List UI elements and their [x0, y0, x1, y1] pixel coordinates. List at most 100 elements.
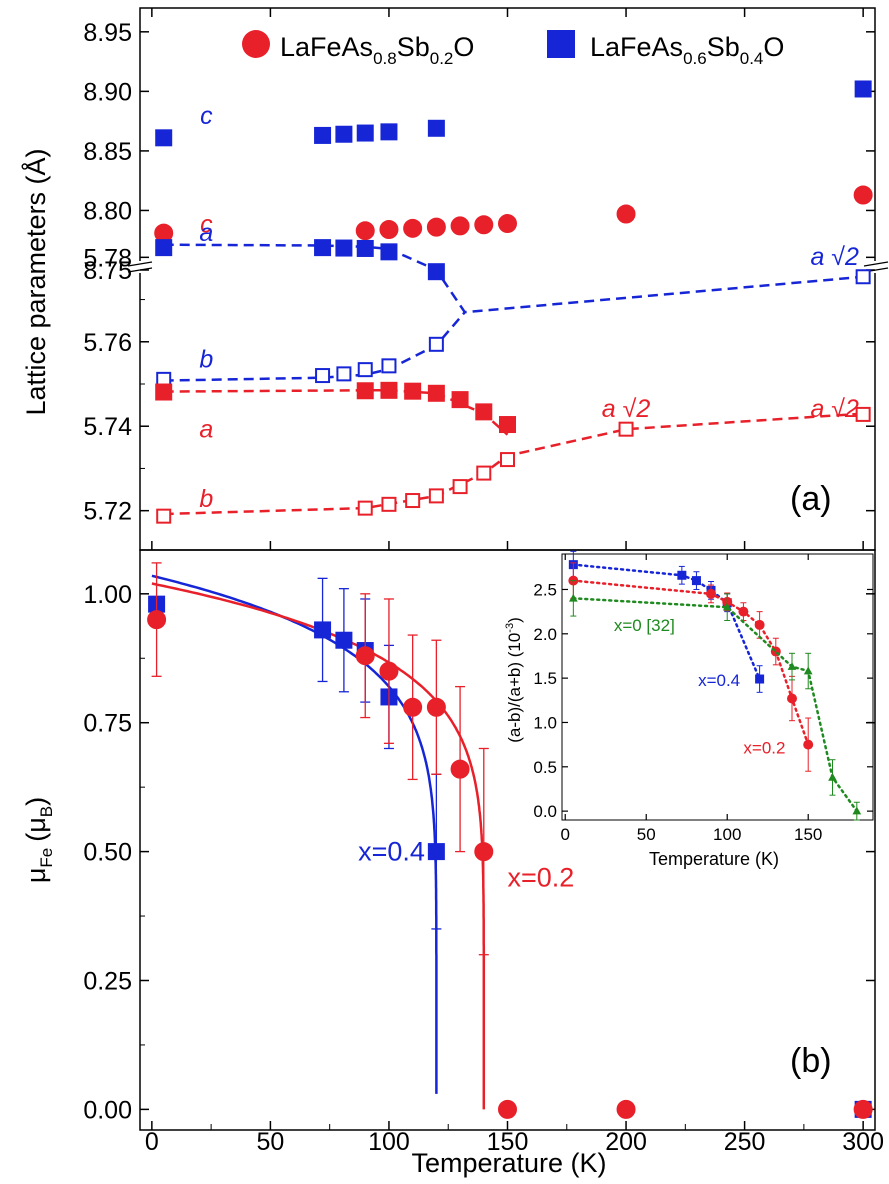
panel-a-label: (a) — [790, 480, 832, 518]
y-tick-label-lower: 5.78 — [83, 244, 132, 272]
lattice-point — [405, 493, 421, 509]
inset-point — [755, 674, 765, 684]
x-tick-label: 0 — [145, 1128, 159, 1156]
x-tick-label: 250 — [724, 1128, 766, 1156]
inset-point — [852, 806, 862, 815]
lattice-point — [379, 220, 399, 240]
lattice-point — [381, 496, 397, 512]
lattice-point — [474, 215, 494, 235]
lattice-point — [381, 358, 397, 374]
lattice-point — [403, 218, 423, 238]
inset-point — [754, 619, 765, 630]
inset-plot: 0.0 0.5 1.0 1.5 2.0 2.5 0 50 100 150 x=0 [32] x=0.4… — [533, 550, 873, 844]
lattice-point — [356, 382, 374, 400]
inset-y-tick-label: 1.0 — [533, 713, 557, 732]
lattice-point — [155, 383, 173, 401]
moment-point — [427, 843, 445, 861]
moment-point — [426, 697, 446, 717]
lattice-annotation: a — [199, 415, 213, 443]
inset-dotted-line — [572, 597, 859, 813]
panel-a-plot: 8.758.808.858.908.955.725.745.765.78ccab… — [83, 8, 875, 550]
inset-y-tick-label: 2.5 — [533, 580, 557, 599]
inset-y-tick-label: 2.0 — [533, 625, 557, 644]
lattice-point — [427, 263, 445, 281]
inset-x-tick-label: 100 — [713, 825, 741, 844]
x-tick-label: 300 — [842, 1128, 884, 1156]
y-tick-label-upper: 8.75 — [83, 257, 132, 285]
lattice-point — [854, 80, 872, 98]
lattice-annotation: b — [199, 346, 213, 374]
inset-dotted-line — [572, 579, 810, 746]
y-tick-label: 1.00 — [83, 581, 132, 609]
moment-point — [314, 621, 332, 639]
lattice-point — [428, 488, 444, 504]
moment-point — [616, 1099, 636, 1119]
x-tick-label: 150 — [487, 1128, 529, 1156]
legend-label-x02: LaFeAs0.8Sb0.2O — [280, 32, 474, 68]
inset-x-axis-title: Temperature (K) — [649, 849, 779, 869]
lattice-point — [499, 416, 516, 434]
lattice-point — [156, 508, 172, 524]
lattice-point — [853, 185, 873, 205]
y-tick-label: 0.75 — [83, 710, 132, 738]
panel-a-frame — [139, 7, 876, 551]
lattice-annotation: a √2 — [602, 395, 651, 423]
lattice-point — [356, 124, 374, 142]
moment-point — [355, 646, 375, 666]
x-axis-title: Temperature (K) — [411, 1148, 606, 1178]
lattice-annotation: c — [200, 102, 213, 130]
lattice-point — [475, 403, 493, 421]
inset-x-tick-label: 50 — [637, 825, 656, 844]
lattice-point — [154, 223, 174, 243]
guide-line — [163, 311, 466, 382]
lattice-point — [355, 221, 375, 241]
y-tick-label-upper: 8.80 — [83, 197, 132, 225]
inset-point — [722, 602, 732, 611]
lattice-annotation: a √2 — [810, 395, 859, 423]
lattice-point — [356, 239, 374, 257]
inset-point — [706, 588, 717, 599]
lattice-annotation: a √2 — [810, 243, 859, 271]
lattice-annotation: b — [199, 485, 213, 513]
y-tick-label-upper: 8.95 — [83, 19, 132, 47]
lattice-point — [450, 216, 470, 236]
panel-a-y-axis-title: Lattice parameters (Å) — [20, 148, 51, 415]
inset-y-axis-title: (a-b)/(a+b) (10-3) — [504, 617, 524, 743]
series-label: x=0.2 — [508, 862, 575, 892]
inset-x-tick-label: 0 — [561, 825, 570, 844]
moment-point — [403, 697, 423, 717]
lattice-point — [498, 214, 517, 234]
y-tick-label-upper: 8.85 — [83, 138, 132, 166]
lattice-annotation: c — [200, 211, 213, 239]
legend-marker-x04 — [547, 30, 575, 58]
legend-label-x04: LaFeAs0.6Sb0.4O — [590, 32, 784, 68]
lattice-point — [380, 123, 398, 141]
lattice-point — [314, 239, 332, 257]
inset-point — [677, 570, 687, 580]
guide-line — [163, 243, 864, 314]
panel-b-plot: 0.000.250.500.751.000 50 100 150 200 250 300x=… — [83, 562, 884, 1156]
y-tick-label: 0.25 — [83, 967, 132, 995]
inset-series-label: x=0 [32] — [614, 616, 675, 635]
lattice-point — [427, 119, 445, 137]
inset-point — [568, 593, 578, 602]
lattice-point — [616, 204, 636, 224]
moment-point — [474, 842, 494, 862]
lattice-point — [855, 406, 871, 422]
moment-point — [379, 661, 399, 681]
inset-dotted-line — [572, 563, 761, 681]
x-tick-label: 100 — [368, 1128, 410, 1156]
lattice-point — [428, 336, 444, 352]
inset-y-tick-label: 0.0 — [533, 802, 557, 821]
inset-series-label: x=0.4 — [698, 671, 740, 690]
lattice-point — [380, 381, 398, 399]
inset-y-tick-label: 1.5 — [533, 669, 557, 688]
moment-point — [853, 1099, 873, 1119]
series-label: x=0.4 — [358, 837, 425, 867]
lattice-point — [404, 382, 422, 400]
lattice-point — [426, 217, 446, 237]
inset-x-tick-label: 150 — [794, 825, 822, 844]
inset-y-tick-label: 0.5 — [533, 758, 557, 777]
lattice-annotation: a — [199, 219, 213, 247]
